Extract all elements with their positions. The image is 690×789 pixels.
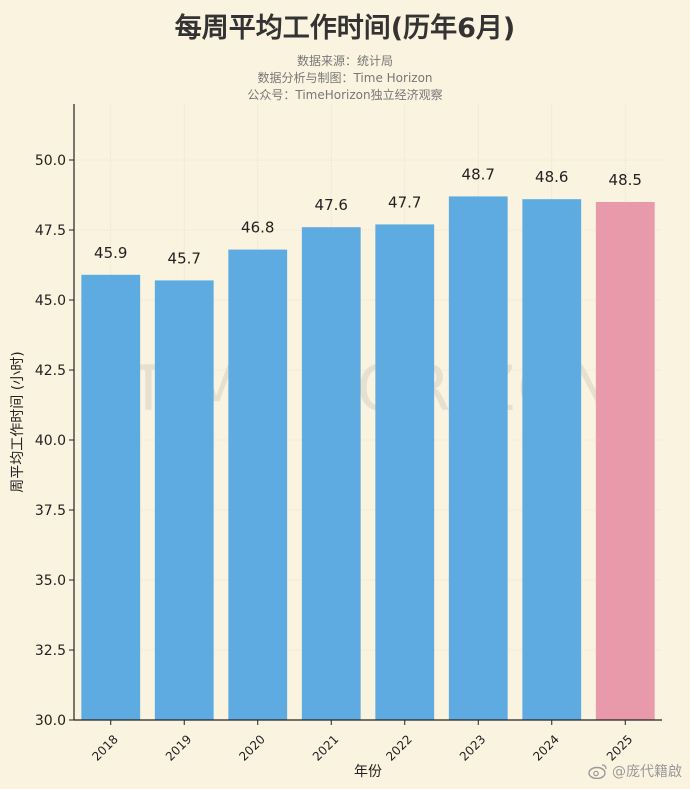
bar-2023	[448, 196, 508, 720]
x-axis-title: 年份	[354, 764, 382, 780]
x-tick-label-2021: 2021	[310, 732, 341, 763]
weibo-icon	[588, 764, 607, 779]
weibo-watermark: @庞代籍啟	[588, 761, 682, 781]
y-tick-label: 35.0	[35, 573, 66, 589]
data-label-2021: 47.6	[315, 196, 348, 214]
credit-source: 数据来源：统计局	[296, 54, 393, 68]
data-label-2018: 45.9	[94, 244, 127, 262]
y-tick-label: 40.0	[35, 433, 66, 449]
y-tick-label: 37.5	[35, 503, 66, 519]
data-label-2019: 45.7	[168, 249, 201, 267]
y-axis-title: 周平均工作时间 (小时)	[10, 351, 26, 492]
credit-account: 公众号：TimeHorizon独立经济观察	[247, 88, 443, 102]
credit-author: 数据分析与制图：Time Horizon	[257, 71, 433, 85]
y-tick-label: 50.0	[35, 153, 66, 169]
x-tick-label-2024: 2024	[530, 732, 561, 763]
x-tick-label-2023: 2023	[457, 732, 488, 763]
data-label-2020: 46.8	[241, 219, 274, 237]
x-tick-label-2025: 2025	[604, 732, 635, 763]
x-tick-label-2019: 2019	[163, 732, 194, 763]
data-label-2024: 48.6	[535, 168, 568, 186]
y-tick-label: 47.5	[35, 223, 66, 239]
y-tick-label: 42.5	[35, 363, 66, 379]
bar-2018	[81, 274, 141, 720]
data-label-2025: 48.5	[609, 171, 642, 189]
bar-2019	[154, 280, 214, 720]
x-tick-label-2018: 2018	[89, 732, 120, 763]
bar-2024	[522, 199, 582, 720]
x-tick-label-2022: 2022	[383, 732, 414, 763]
data-label-2022: 47.7	[388, 193, 421, 211]
y-tick-label: 30.0	[35, 713, 66, 729]
y-tick-label: 45.0	[35, 293, 66, 309]
weibo-handle: @庞代籍啟	[612, 764, 682, 780]
data-label-2023: 48.7	[462, 165, 495, 183]
bar-2022	[375, 224, 435, 720]
chart-title: 每周平均工作时间(历年6月)	[174, 13, 516, 44]
bar-2020	[228, 249, 288, 720]
y-tick-label: 32.5	[35, 643, 66, 659]
bar-2021	[301, 227, 361, 720]
bar-2025	[595, 202, 655, 720]
x-tick-label-2020: 2020	[236, 732, 267, 763]
